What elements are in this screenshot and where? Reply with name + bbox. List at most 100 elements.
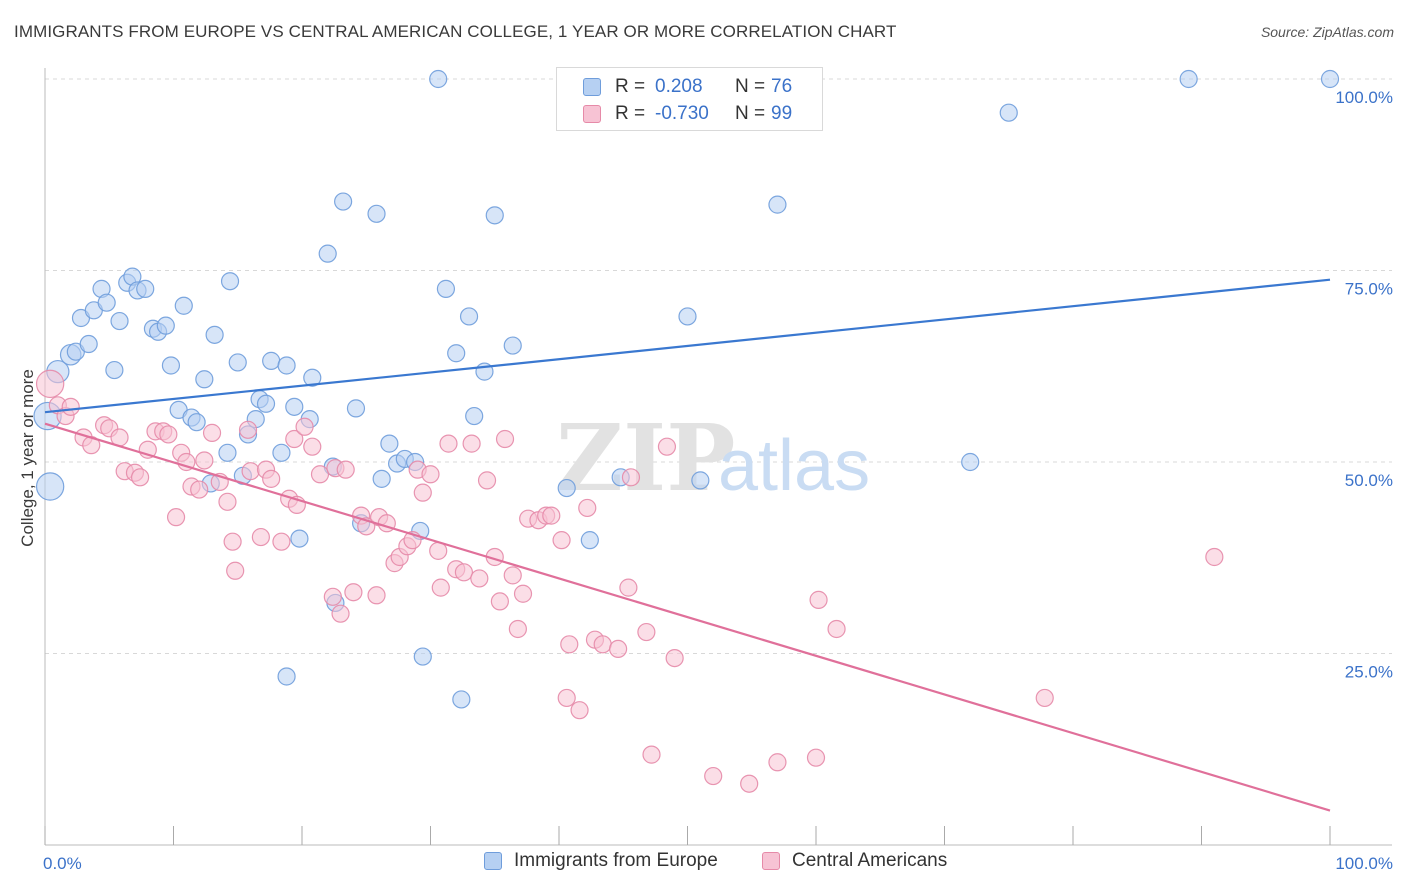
data-point — [251, 527, 270, 547]
data-point — [220, 272, 240, 291]
data-point — [372, 469, 391, 488]
y-tick-label: 25.0% — [1345, 663, 1393, 682]
legend-label: Immigrants from Europe — [514, 850, 718, 871]
data-point — [431, 578, 450, 597]
data-point — [79, 334, 98, 354]
legend-swatch-pink — [583, 105, 601, 123]
data-point — [238, 420, 258, 439]
data-point — [130, 468, 150, 487]
data-point — [262, 351, 281, 370]
data-point — [609, 639, 628, 659]
data-point — [621, 468, 641, 487]
r-label: R = — [615, 76, 646, 97]
data-point — [174, 296, 193, 315]
data-point — [465, 406, 484, 426]
data-point — [177, 452, 196, 472]
data-point — [513, 584, 533, 603]
data-point — [295, 417, 314, 436]
data-point — [542, 506, 561, 525]
data-point — [187, 413, 206, 432]
data-point — [1035, 688, 1054, 708]
watermark-atlas: atlas — [718, 426, 870, 506]
data-point — [256, 394, 276, 413]
data-point — [318, 244, 337, 263]
trend-line-central-americans — [44, 422, 1331, 812]
r-value: 0.208 — [655, 76, 703, 97]
data-point — [552, 531, 571, 550]
data-point — [477, 471, 497, 490]
series-immigrants-from-europe — [33, 69, 1340, 709]
data-point — [223, 532, 242, 551]
data-point — [205, 325, 224, 344]
data-point — [156, 316, 175, 335]
legend-swatch-blue — [583, 78, 601, 96]
data-point — [578, 498, 597, 518]
data-point — [303, 437, 322, 456]
data-point — [485, 206, 504, 225]
series-central-americans — [35, 369, 1224, 793]
legend-swatch-blue — [484, 852, 502, 870]
data-point — [503, 566, 522, 585]
data-point — [619, 578, 638, 597]
legend-item-central-americans[interactable]: Central Americans — [762, 850, 947, 872]
data-point — [961, 452, 980, 472]
data-point — [413, 483, 432, 502]
data-point — [570, 701, 589, 720]
source-label: Source: ZipAtlas.com — [1260, 24, 1394, 40]
data-point — [436, 279, 456, 298]
y-tick-label: 75.0% — [1345, 280, 1393, 299]
n-label: N = — [735, 76, 766, 97]
data-point — [346, 399, 366, 418]
data-point — [642, 745, 661, 764]
legend-swatch-pink — [762, 852, 780, 870]
y-axis-label: College, 1 year or more — [18, 369, 37, 547]
data-point — [768, 195, 787, 214]
legend-item-europe[interactable]: Immigrants from Europe — [484, 850, 718, 872]
data-point — [336, 460, 355, 479]
data-point — [344, 583, 363, 602]
data-point — [218, 443, 237, 462]
y-tick-label: 50.0% — [1345, 471, 1393, 490]
data-point — [429, 69, 448, 89]
data-point — [262, 469, 281, 488]
data-point — [331, 604, 350, 623]
correlation-legend: R = 0.208 N = 76 R = -0.730 N = 99 — [556, 67, 823, 131]
data-point — [61, 397, 80, 416]
data-point — [740, 774, 759, 793]
data-point — [557, 478, 576, 498]
data-point — [310, 465, 330, 484]
data-point — [241, 462, 260, 481]
watermark-zip: ZIP — [556, 404, 735, 512]
trend-line-europe — [44, 278, 1331, 414]
data-point — [202, 423, 222, 442]
r-label: R = — [615, 103, 646, 124]
data-point — [508, 619, 527, 639]
data-point — [678, 307, 697, 326]
data-point — [159, 425, 178, 444]
legend-row-pink: R = -0.730 N = 99 — [557, 101, 792, 127]
x-tick-label: 0.0% — [43, 854, 82, 873]
data-point — [218, 492, 237, 511]
data-point — [593, 635, 612, 654]
data-point — [637, 622, 656, 642]
data-point — [657, 437, 677, 456]
data-point — [454, 563, 474, 582]
data-point — [560, 635, 579, 654]
data-point — [421, 465, 440, 484]
data-point — [1320, 69, 1340, 89]
axes — [44, 68, 1392, 846]
legend-label: Central Americans — [792, 850, 948, 871]
data-point — [470, 569, 489, 588]
data-point — [285, 429, 304, 449]
legend-row-blue: R = 0.208 N = 76 — [557, 74, 792, 100]
data-point — [495, 429, 515, 449]
data-point — [367, 586, 386, 605]
data-point — [809, 590, 828, 609]
data-point — [195, 451, 214, 470]
data-point — [105, 360, 124, 380]
data-point — [110, 311, 129, 331]
series-legend: Immigrants from Europe Central Americans — [0, 850, 1406, 878]
data-point — [413, 647, 432, 666]
r-value: -0.730 — [655, 103, 709, 124]
